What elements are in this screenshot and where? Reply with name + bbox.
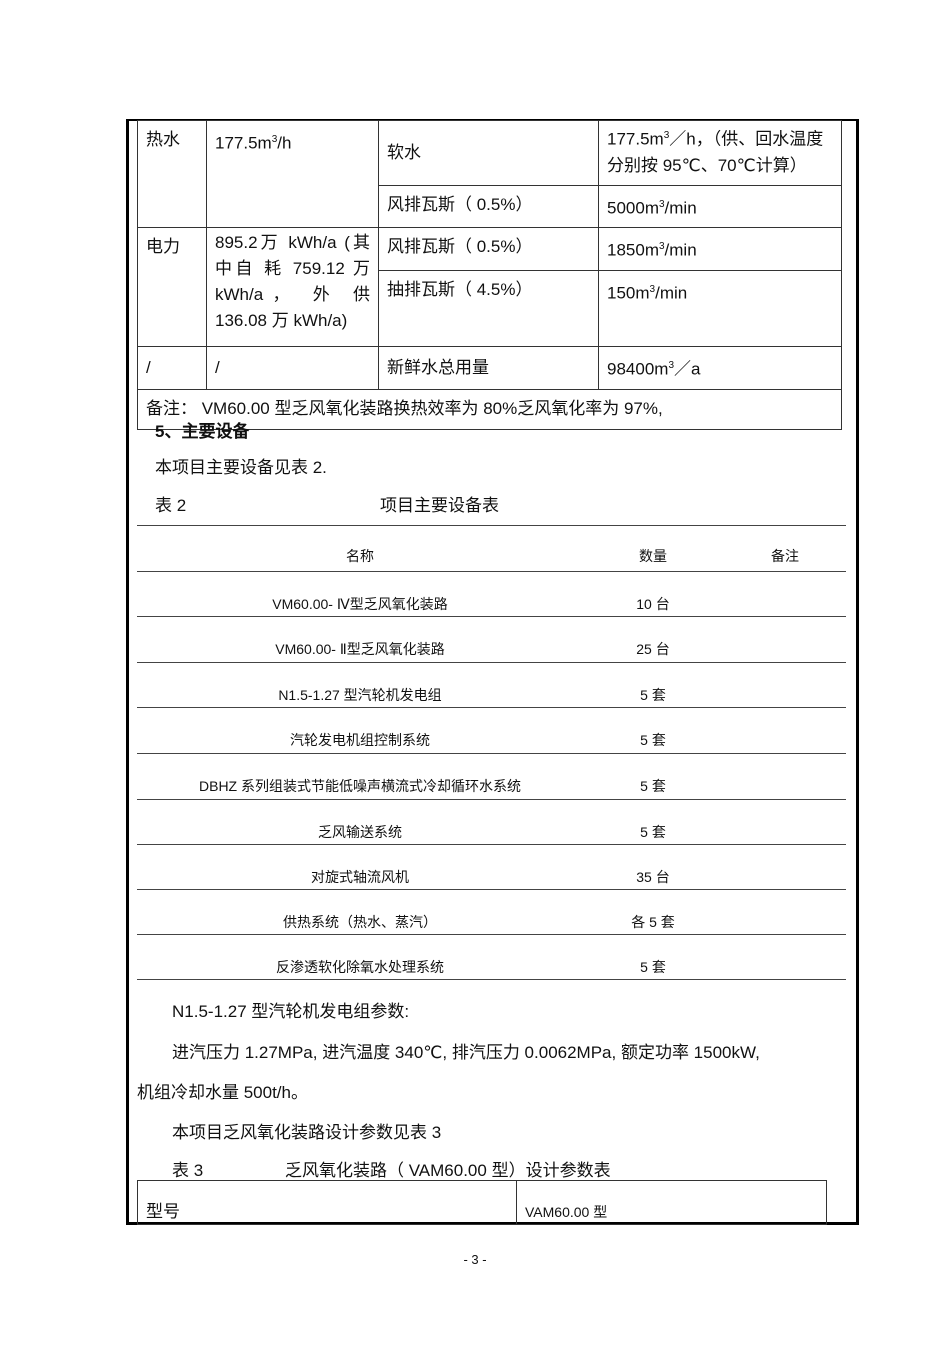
cell: 风排瓦斯（ 0.5%）	[378, 227, 599, 271]
table-row: 型号 VAM60.00 型	[137, 1180, 827, 1225]
header-quantity: 数量	[639, 548, 667, 564]
header-note: 备注	[771, 548, 799, 564]
table-row: 抽排瓦斯（ 4.5%） 150m3/min	[138, 269, 842, 347]
paragraph: 本项目主要设备见表 2.	[155, 458, 327, 477]
cell: 电力	[137, 227, 207, 347]
cell-text: 150m	[607, 283, 650, 303]
cell-text: 5000m	[607, 198, 659, 218]
cell: /	[206, 345, 379, 390]
superscript: 3	[649, 283, 656, 295]
equipment-quantity: 5 套	[640, 824, 666, 840]
cell-text: /h	[277, 133, 292, 153]
table-rule	[137, 979, 846, 980]
cell-text: 177.5m	[607, 129, 664, 149]
cell: VAM60.00 型	[516, 1180, 827, 1225]
cell-text: /min	[655, 283, 688, 303]
table-rule	[137, 889, 846, 890]
cell-text: /min	[664, 240, 697, 260]
superscript: 3	[658, 198, 665, 210]
table-rule	[137, 616, 846, 617]
cell: /	[137, 345, 207, 390]
section-heading: 5、主要设备	[155, 422, 250, 441]
cell: 新鲜水总用量	[378, 345, 599, 390]
cell: 软水	[378, 120, 599, 186]
superscript: 3	[658, 241, 665, 253]
note-cell: 备注： VM60.00 型乏风氧化装路换热效率为 80%乏风氧化率为 97%,	[137, 388, 842, 430]
cell: 1850m3/min	[598, 227, 842, 271]
cell: 150m3/min	[598, 269, 842, 347]
cell: 5000m3/min	[598, 184, 842, 229]
table-row: 风排瓦斯（ 0.5%） 5000m3/min	[138, 184, 842, 229]
cell: 177.5m3/h	[206, 119, 379, 229]
equipment-name: 供热系统（热水、蒸汽）	[283, 914, 437, 930]
equipment-quantity: 5 套	[640, 778, 666, 794]
table-rule	[137, 934, 846, 935]
paragraph: 本项目乏风氧化装路设计参数见表 3	[172, 1123, 442, 1142]
utility-table: 热水 177.5m3/h 软水 177.5m3／h，（供、回水温度分别按 95℃…	[137, 119, 842, 430]
cell-text: 177.5m	[215, 133, 272, 153]
cell: 177.5m3／h，（供、回水温度分别按 95℃、70℃计算）	[598, 120, 842, 186]
page-number: - 3 -	[463, 1252, 487, 1267]
equipment-name: DBHZ 系列组装式节能低噪声横流式冷却循环水系统	[199, 778, 521, 794]
equipment-quantity: 各 5 套	[631, 914, 675, 930]
cell: 抽排瓦斯（ 4.5%）	[378, 269, 599, 347]
equipment-quantity: 10 台	[636, 596, 670, 612]
cell-text: 1850m	[607, 240, 659, 260]
equipment-quantity: 5 套	[640, 732, 666, 748]
table-label: 表 3	[172, 1161, 204, 1180]
table-rule	[137, 753, 846, 754]
header-name: 名称	[346, 548, 374, 564]
params-line: 进汽压力 1.27MPa, 进汽温度 340℃, 排汽压力 0.0062MPa,…	[172, 1043, 760, 1062]
design-params-table: 型号 VAM60.00 型	[137, 1180, 827, 1225]
equipment-name: VM60.00- Ⅱ型乏风氧化装路	[275, 641, 445, 657]
superscript: 3	[271, 134, 278, 145]
table-label: 表 2	[155, 496, 187, 515]
table-row: 电力 895.2万 kWh/a (其中自 耗 759.12 万 kWh/a， 外…	[137, 227, 842, 347]
superscript: 3	[663, 130, 670, 141]
equipment-name: N1.5-1.27 型汽轮机发电组	[278, 687, 442, 703]
cell: 型号	[137, 1180, 517, 1225]
equipment-name: 乏风输送系统	[318, 824, 402, 840]
superscript: 3	[668, 359, 674, 371]
table-title: 乏风氧化装路（ VAM60.00 型）设计参数表	[285, 1161, 611, 1180]
cell-text: ／a	[674, 359, 701, 379]
cell-text: 98400m	[607, 359, 669, 379]
table-rule	[137, 662, 846, 663]
table-row: / / 新鲜水总用量 98400m3／a	[137, 345, 842, 390]
table-rule	[137, 844, 846, 845]
table-rule	[137, 571, 846, 572]
table-rule	[137, 707, 846, 708]
params-line: 机组冷却水量 500t/h。	[137, 1083, 308, 1102]
cell-text: ／h，（供、回水温度分别按 95℃、70℃计算）	[607, 129, 824, 175]
equipment-quantity: 25 台	[636, 641, 670, 657]
equipment-quantity: 5 套	[640, 687, 666, 703]
equipment-name: 汽轮发电机组控制系统	[290, 732, 430, 748]
equipment-name: 反渗透软化除氧水处理系统	[276, 959, 444, 975]
table-row: 备注： VM60.00 型乏风氧化装路换热效率为 80%乏风氧化率为 97%,	[137, 388, 842, 430]
equipment-quantity: 35 台	[636, 869, 670, 885]
cell: 风排瓦斯（ 0.5%）	[378, 184, 599, 229]
equipment-name: 对旋式轴流风机	[311, 869, 409, 885]
cell: 98400m3／a	[598, 345, 842, 390]
table-title: 项目主要设备表	[380, 496, 499, 515]
params-title: N1.5-1.27 型汽轮机发电组参数:	[172, 1002, 410, 1021]
cell: 热水	[137, 119, 207, 229]
cell: 895.2万 kWh/a (其中自 耗 759.12 万 kWh/a， 外 供 …	[206, 227, 379, 347]
table-rule	[137, 525, 846, 526]
equipment-name: VM60.00- Ⅳ型乏风氧化装路	[272, 596, 448, 612]
cell-text: /min	[664, 198, 697, 218]
table-row: 热水 177.5m3/h 软水 177.5m3／h，（供、回水温度分别按 95℃…	[137, 119, 842, 229]
equipment-quantity: 5 套	[640, 959, 666, 975]
table-rule	[137, 799, 846, 800]
